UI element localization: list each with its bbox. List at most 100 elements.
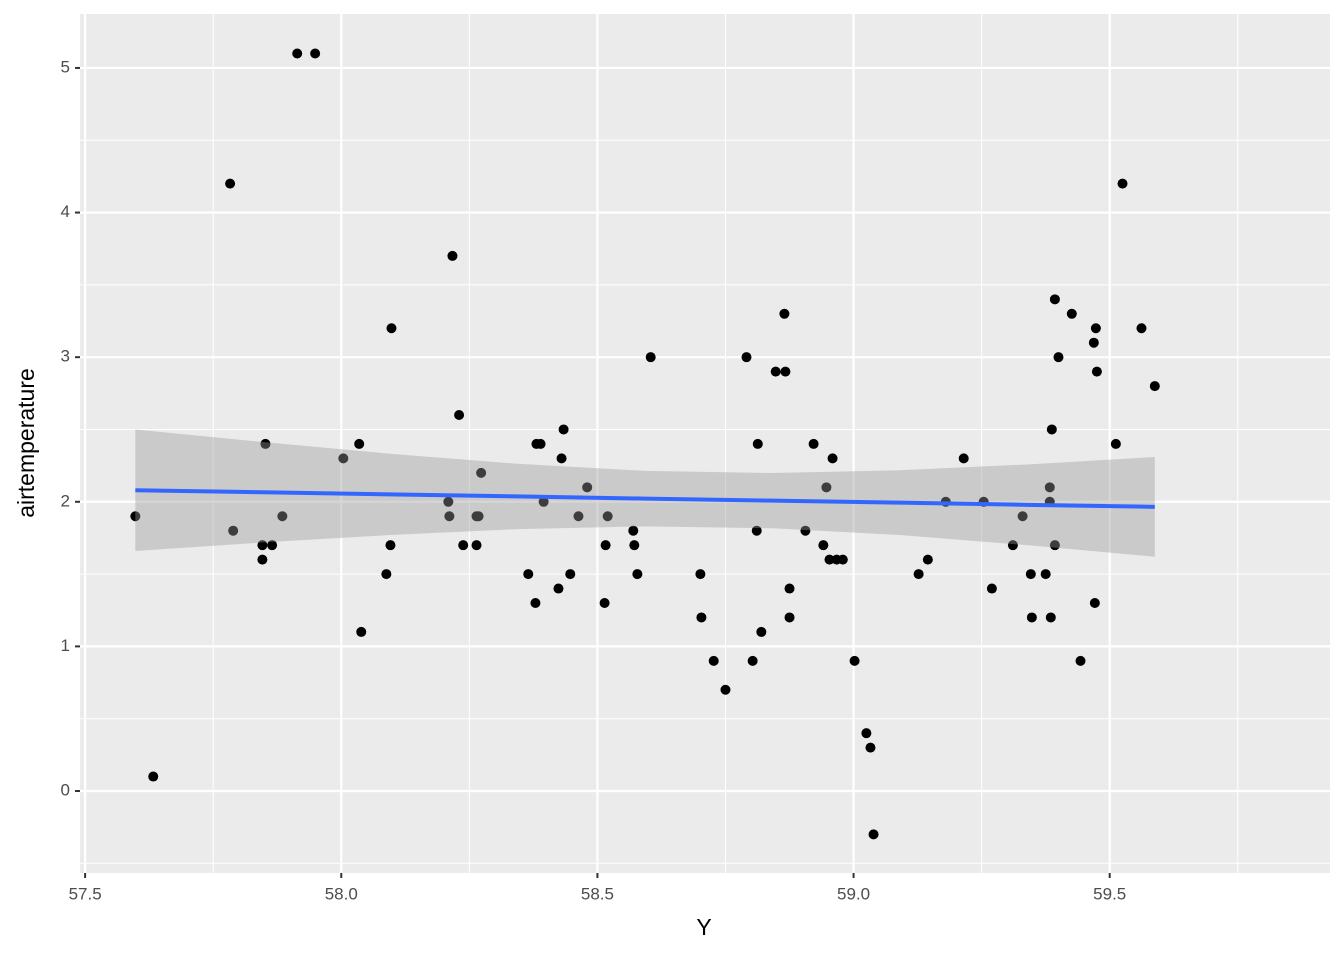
point: [444, 511, 455, 522]
y-tick-label: 2: [61, 491, 70, 510]
point: [386, 323, 397, 334]
point: [632, 569, 643, 580]
point: [310, 48, 321, 59]
x-tick-label: 57.5: [69, 884, 102, 903]
point: [1040, 569, 1051, 580]
point: [600, 540, 611, 551]
y-tick-label: 4: [61, 202, 70, 221]
point: [986, 583, 997, 594]
point: [779, 308, 790, 319]
point: [751, 525, 762, 536]
point: [720, 684, 731, 695]
point: [454, 410, 465, 421]
y-tick-label: 1: [61, 636, 70, 655]
point: [865, 742, 876, 753]
point: [1088, 337, 1099, 348]
point: [784, 612, 795, 623]
point: [385, 540, 396, 551]
point: [1110, 438, 1121, 449]
point: [553, 583, 564, 594]
point: [818, 540, 829, 551]
point: [708, 655, 719, 666]
point: [565, 569, 576, 580]
point: [267, 540, 278, 551]
point: [1017, 511, 1028, 522]
point: [747, 655, 758, 666]
x-axis-title: Y: [696, 914, 711, 940]
point: [1046, 424, 1057, 435]
point: [260, 438, 271, 449]
point: [1066, 308, 1077, 319]
point: [827, 453, 838, 464]
y-axis-title: airtemperature: [13, 368, 39, 518]
point: [602, 511, 613, 522]
y-tick-label: 5: [61, 57, 70, 76]
point: [257, 554, 268, 565]
point: [225, 178, 236, 189]
point: [1053, 352, 1064, 363]
point: [257, 540, 268, 551]
point: [1007, 540, 1018, 551]
point: [476, 467, 487, 478]
point: [535, 438, 546, 449]
point: [1090, 323, 1101, 334]
x-tick-label: 58.0: [325, 884, 358, 903]
point: [471, 540, 482, 551]
point: [538, 496, 549, 507]
point: [1044, 482, 1055, 493]
point: [913, 569, 924, 580]
point: [1089, 598, 1100, 609]
point: [1049, 540, 1060, 551]
panel-background: [80, 14, 1330, 873]
x-tick-label: 59.5: [1093, 884, 1126, 903]
point: [958, 453, 969, 464]
point: [1075, 655, 1086, 666]
point: [354, 438, 365, 449]
y-tick-label: 3: [61, 347, 70, 366]
point: [922, 554, 933, 565]
point: [530, 598, 541, 609]
point: [696, 612, 707, 623]
point: [1136, 323, 1147, 334]
point: [1045, 612, 1056, 623]
point: [645, 352, 656, 363]
point: [837, 554, 848, 565]
x-tick-label: 58.5: [581, 884, 614, 903]
point: [800, 525, 811, 536]
point: [1049, 294, 1060, 305]
point: [148, 771, 159, 782]
point: [228, 525, 239, 536]
point: [1149, 381, 1160, 392]
point: [756, 626, 767, 637]
point: [458, 540, 469, 551]
point: [628, 525, 639, 536]
point: [629, 540, 640, 551]
point: [443, 496, 454, 507]
point: [1117, 178, 1128, 189]
x-tick-label: 59.0: [837, 884, 870, 903]
point: [780, 366, 791, 377]
point: [130, 511, 141, 522]
point: [558, 424, 569, 435]
point: [381, 569, 392, 580]
point: [573, 511, 584, 522]
point: [695, 569, 706, 580]
point: [523, 569, 534, 580]
point: [1026, 612, 1037, 623]
point: [356, 626, 367, 637]
point: [752, 438, 763, 449]
point: [741, 352, 752, 363]
point: [849, 655, 860, 666]
point: [808, 438, 819, 449]
point: [556, 453, 567, 464]
point: [447, 250, 458, 261]
point: [821, 482, 832, 493]
point: [338, 453, 349, 464]
point: [861, 728, 872, 739]
confidence-band: [135, 429, 1155, 557]
point: [599, 598, 610, 609]
point: [292, 48, 303, 59]
point: [868, 829, 879, 840]
point: [582, 482, 593, 493]
